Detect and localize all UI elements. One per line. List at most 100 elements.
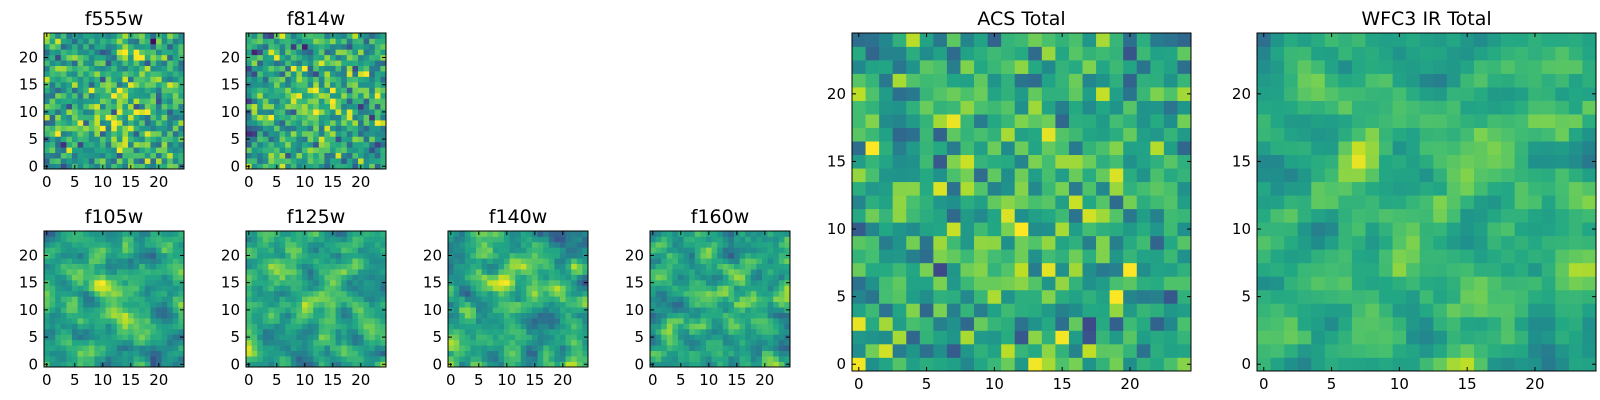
heatmap-cell-r1-c1 bbox=[1270, 343, 1285, 358]
heatmap-cell-r19-c16 bbox=[1068, 100, 1083, 115]
heatmap-cell-r6-c12 bbox=[717, 328, 724, 335]
heatmap-cell-r24-c5 bbox=[919, 33, 934, 47]
heatmap-cell-r15-c12 bbox=[717, 279, 724, 286]
heatmap-cell-r7-c18 bbox=[346, 323, 353, 330]
heatmap-cell-r11-c23 bbox=[778, 301, 785, 308]
heatmap-cell-r23-c13 bbox=[116, 38, 123, 45]
heatmap-cell-r0-c23 bbox=[172, 361, 179, 368]
heatmap-cell-r19-c9 bbox=[700, 258, 707, 264]
heatmap-cell-r9-c2 bbox=[661, 312, 668, 319]
heatmap-cell-r17-c21 bbox=[767, 269, 774, 275]
heatmap-cell-r3-c22 bbox=[1150, 316, 1165, 331]
heatmap-cell-r4-c24 bbox=[380, 339, 387, 346]
heatmap-cell-r10-c14 bbox=[324, 109, 331, 115]
heatmap-cell-r6-c4 bbox=[268, 328, 275, 335]
heatmap-cell-r8-c9 bbox=[700, 318, 707, 324]
heatmap-cell-r22-c17 bbox=[341, 43, 348, 50]
heatmap-cell-r1-c10 bbox=[100, 356, 106, 362]
heatmap-cell-r16-c24 bbox=[178, 76, 185, 83]
heatmap-cell-r14-c24 bbox=[380, 285, 387, 292]
y-tick-label: 5 bbox=[634, 328, 644, 346]
heatmap-cell-r1-c12 bbox=[717, 356, 724, 362]
heatmap-cell-r3-c16 bbox=[133, 345, 140, 352]
heatmap-cell-r22-c22 bbox=[167, 43, 174, 50]
heatmap-cell-r3-c22 bbox=[167, 345, 174, 352]
heatmap-cell-r2-c1 bbox=[865, 330, 880, 345]
heatmap-cell-r4-c8 bbox=[88, 339, 95, 346]
heatmap-cell-r4-c20 bbox=[358, 339, 364, 346]
heatmap-cell-r12-c24 bbox=[178, 296, 185, 303]
heatmap-cell-r6-c15 bbox=[330, 130, 336, 137]
heatmap-cell-r2-c9 bbox=[296, 152, 303, 159]
heatmap-cell-r17-c15 bbox=[734, 269, 740, 275]
heatmap-cell-r4-c4 bbox=[1311, 303, 1326, 318]
heatmap-cell-r21-c16 bbox=[1068, 73, 1083, 88]
heatmap-cell-r23-c21 bbox=[161, 236, 168, 243]
heatmap-cell-r23-c15 bbox=[330, 38, 336, 45]
heatmap-cell-r6-c13 bbox=[318, 130, 325, 137]
y-tick-label: 0 bbox=[230, 355, 240, 373]
heatmap-cell-r1-c9 bbox=[974, 343, 988, 358]
heatmap-cell-r16-c1 bbox=[251, 274, 258, 281]
heatmap-cell-r14-c0 bbox=[448, 285, 454, 292]
heatmap-cell-r6-c1 bbox=[251, 328, 258, 335]
heatmap-cell-r4-c19 bbox=[1514, 303, 1529, 318]
heatmap-cell-r22-c13 bbox=[318, 43, 325, 50]
heatmap-cell-r6-c2 bbox=[257, 328, 264, 335]
heatmap-cell-r0-c12 bbox=[717, 361, 724, 368]
heatmap-cell-r13-c5 bbox=[678, 290, 684, 297]
heatmap-cell-r4-c20 bbox=[1528, 303, 1543, 318]
heatmap-cell-r6-c6 bbox=[1338, 276, 1353, 291]
heatmap-cell-r22-c1 bbox=[655, 241, 662, 248]
heatmap-cell-r16-c0 bbox=[650, 274, 656, 281]
heatmap-cell-r15-c14 bbox=[324, 81, 331, 88]
heatmap-cell-r20-c17 bbox=[1082, 87, 1097, 101]
heatmap-cell-r19-c9 bbox=[974, 100, 988, 115]
heatmap-cell-r13-c16 bbox=[537, 290, 544, 297]
heatmap-cell-r15-c2 bbox=[879, 154, 894, 169]
heatmap-cell-r17-c16 bbox=[739, 269, 746, 275]
heatmap-cell-r6-c22 bbox=[369, 328, 376, 335]
heatmap-cell-r8-c9 bbox=[94, 318, 101, 324]
heatmap-cell-r10-c1 bbox=[251, 307, 258, 313]
heatmap-cell-r9-c4 bbox=[268, 114, 275, 121]
heatmap-cell-r8-c12 bbox=[111, 120, 118, 126]
heatmap-cell-r15-c21 bbox=[161, 81, 168, 88]
heatmap-cell-r14-c16 bbox=[335, 285, 342, 292]
heatmap-cell-r5-c20 bbox=[1528, 289, 1543, 304]
heatmap-cell-r20-c6 bbox=[683, 252, 690, 259]
heatmap-cell-r6-c0 bbox=[852, 276, 866, 291]
heatmap-cell-r16-c9 bbox=[498, 274, 505, 281]
heatmap-cell-r18-c13 bbox=[318, 65, 325, 72]
heatmap-cell-r24-c23 bbox=[1163, 33, 1178, 47]
heatmap-cell-r5-c23 bbox=[374, 136, 381, 143]
heatmap-cell-r11-c10 bbox=[706, 301, 712, 308]
heatmap-cell-r2-c4 bbox=[470, 350, 477, 357]
heatmap-cell-r9-c7 bbox=[1351, 235, 1366, 250]
heatmap-cell-r21-c23 bbox=[374, 49, 381, 56]
heatmap-cell-r15-c22 bbox=[369, 81, 376, 88]
heatmap-cell-r17-c19 bbox=[756, 269, 763, 275]
heatmap-cell-r21-c11 bbox=[509, 247, 516, 254]
heatmap-cell-r13-c21 bbox=[767, 290, 774, 297]
heatmap-cell-r14-c24 bbox=[178, 87, 185, 94]
heatmap-cell-r9-c13 bbox=[1028, 235, 1043, 250]
heatmap-cell-r22-c8 bbox=[88, 241, 95, 248]
heatmap-cell-r23-c1 bbox=[49, 38, 56, 45]
heatmap-cell-r10-c8 bbox=[694, 307, 701, 313]
heatmap-cell-r0-c7 bbox=[285, 163, 292, 170]
heatmap-cell-r3-c19 bbox=[554, 345, 561, 352]
heatmap-cell-r20-c21 bbox=[363, 54, 370, 61]
heatmap-cell-r19-c6 bbox=[481, 258, 488, 264]
heatmap-cell-r10-c7 bbox=[83, 109, 90, 115]
heatmap-cell-r21-c5 bbox=[72, 247, 78, 254]
heatmap-cell-r18-c21 bbox=[565, 263, 572, 270]
heatmap-cell-r19-c7 bbox=[487, 258, 494, 264]
heatmap-cell-r0-c20 bbox=[1528, 357, 1543, 372]
heatmap-cell-r1-c12 bbox=[1419, 343, 1434, 358]
heatmap-cell-r19-c24 bbox=[380, 258, 387, 264]
heatmap-cell-r10-c10 bbox=[302, 307, 308, 313]
heatmap-cell-r1-c5 bbox=[919, 343, 934, 358]
heatmap-cell-r15-c15 bbox=[532, 279, 538, 286]
heatmap-cell-r10-c5 bbox=[274, 307, 280, 313]
